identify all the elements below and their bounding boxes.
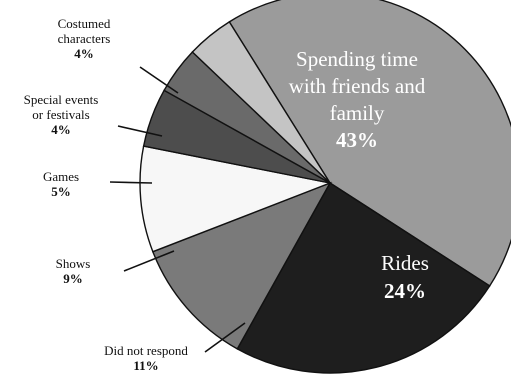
slice-label-line: Did not respond [104,343,188,358]
leader-line-games [109,181,153,184]
slice-label-line: or festivals [32,107,89,122]
slice-label-line: Shows [56,256,91,271]
slice-label-special-events-or-festivals: Special events or festivals 4% [24,92,99,137]
slice-value-shows: 9% [63,271,83,286]
slice-label-line: Rides [381,251,429,275]
leader-line-did-not-respond [204,322,246,353]
slice-label-rides: Rides 24% [381,251,429,303]
pie-slice-costumed-characters [191,20,331,184]
slice-label-line: Games [43,169,79,184]
slice-value-costumed-characters: 4% [74,46,94,61]
leader-line-shows [123,250,175,272]
pie-slice-spending-time-with-friends-and-family [228,0,511,287]
slice-label-line: Special events [24,92,99,107]
slice-value-special-events-or-festivals: 4% [51,122,71,137]
slice-label-costumed-characters: Costumed characters 4% [58,16,111,61]
slice-value-games: 5% [51,184,71,199]
slice-label-did-not-respond: Did not respond 11% [104,343,188,373]
slice-labels: Spending time with friends and family 43% Ri… [24,16,429,373]
slice-value-rides: 24% [384,279,426,303]
leader-lines [109,66,246,353]
leader-line-special-events-or-festivals [117,125,163,137]
slice-value-spending-time-with-friends-and-family: 43% [336,128,378,152]
pie-slices [139,0,511,374]
slice-label-line: Costumed [58,16,111,31]
slice-label-line: with friends and [289,74,426,98]
slice-label-spending-time-with-friends-and-family: Spending time with friends and family 43% [289,47,426,152]
slice-label-shows: Shows 9% [56,256,91,286]
slice-label-line: family [330,101,385,125]
slice-label-games: Games 5% [43,169,79,199]
slice-label-line: characters [58,31,111,46]
pie-slice-shows [139,145,333,253]
slice-value-did-not-respond: 11% [133,358,158,373]
slice-label-line: Spending time [296,47,418,71]
pie-slice-rides [236,182,491,374]
leader-line-costumed-characters [139,66,179,94]
